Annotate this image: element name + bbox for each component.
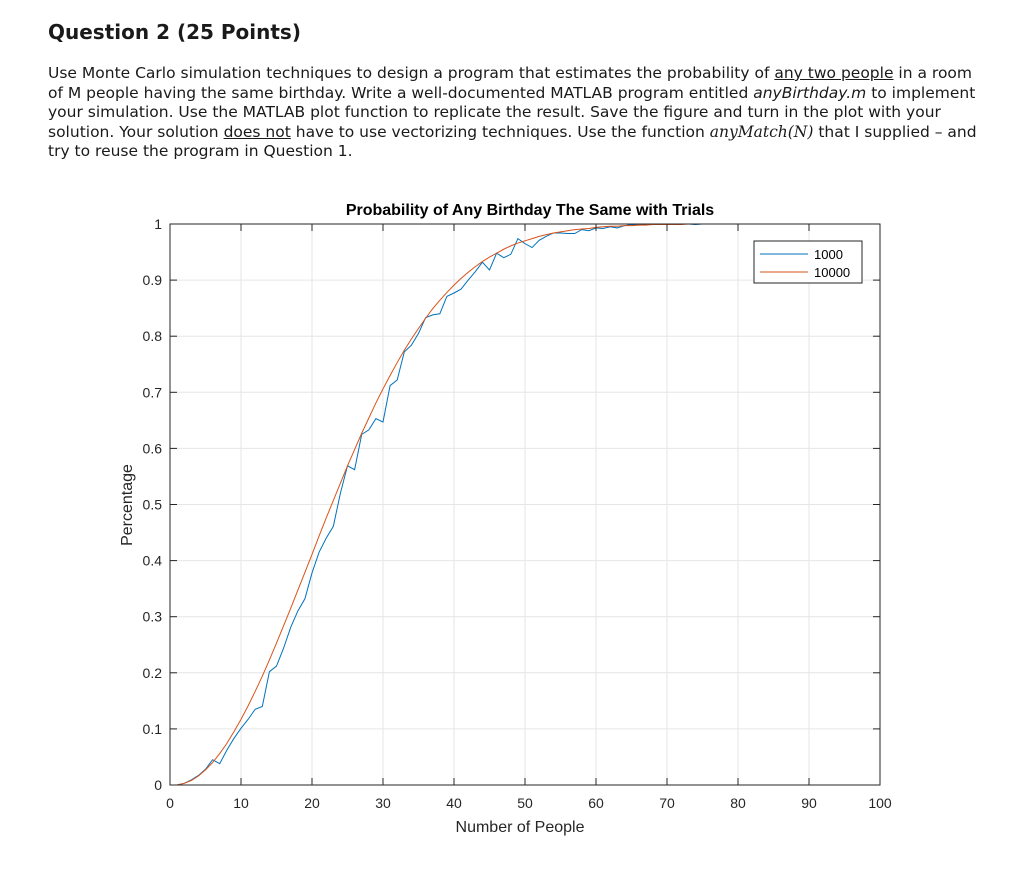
- x-tick-label: 50: [517, 795, 533, 811]
- x-tick-label: 70: [659, 795, 675, 811]
- x-tick-label: 60: [588, 795, 604, 811]
- x-tick-label: 40: [446, 795, 462, 811]
- x-tick-label: 80: [730, 795, 746, 811]
- question-text: Use Monte Carlo simulation techniques to…: [48, 64, 978, 162]
- legend-box: [753, 240, 863, 284]
- x-tick-label: 90: [801, 795, 817, 811]
- x-tick-label: 0: [166, 795, 174, 811]
- y-tick-label: 0.1: [143, 721, 163, 737]
- question-text-segment: in a room of M people having the same bi…: [48, 64, 973, 102]
- y-tick-label: 0.5: [143, 497, 163, 513]
- y-axis-label: Percentage: [119, 464, 136, 546]
- legend-entry: 10000: [814, 265, 850, 280]
- question-text-segment: to implement your simulation. Use the MA…: [48, 83, 976, 141]
- y-tick-label: 0.3: [143, 609, 163, 625]
- legend-entry: 1000: [814, 247, 843, 262]
- question-text-segment: Use Monte Carlo simulation techniques to…: [48, 64, 775, 82]
- y-tick-label: 0.6: [143, 440, 163, 456]
- y-tick-label: 1: [154, 216, 162, 232]
- question-text-segment: anyBirthday.m: [753, 83, 867, 102]
- question-text-segment: does not: [223, 122, 291, 141]
- chart-title: Probability of Any Birthday The Same wit…: [346, 202, 714, 219]
- x-tick-label: 20: [304, 795, 320, 811]
- y-tick-label: 0.4: [143, 553, 163, 569]
- x-tick-label: 10: [233, 795, 249, 811]
- y-tick-label: 0.9: [143, 272, 163, 288]
- y-tick-label: 0.2: [143, 665, 163, 681]
- question-text-segment: anyMatch(N): [709, 122, 814, 141]
- question-text-segment: any two people: [774, 64, 894, 82]
- question-text-segment: that I supplied – and try to reuse the p…: [48, 122, 977, 161]
- x-tick-label: 100: [868, 795, 892, 811]
- x-axis-label: Number of People: [456, 819, 585, 836]
- y-tick-label: 0: [154, 777, 162, 793]
- x-tick-label: 30: [375, 795, 391, 811]
- question-text-segment: have to use vectorizing techniques. Use …: [290, 122, 710, 141]
- y-tick-label: 0.8: [143, 328, 163, 344]
- question-title: Question 2 (25 Points): [48, 20, 301, 44]
- y-tick-label: 0.7: [143, 384, 163, 400]
